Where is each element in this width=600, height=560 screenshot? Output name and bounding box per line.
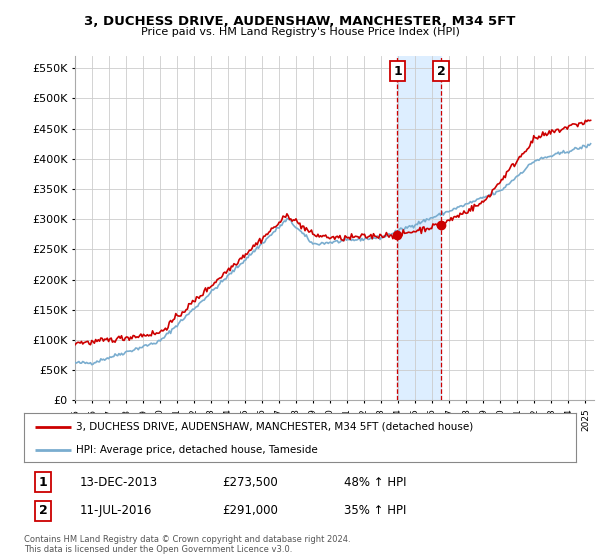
Text: 2: 2: [437, 65, 446, 78]
Text: £291,000: £291,000: [223, 504, 278, 517]
Text: 3, DUCHESS DRIVE, AUDENSHAW, MANCHESTER, M34 5FT (detached house): 3, DUCHESS DRIVE, AUDENSHAW, MANCHESTER,…: [76, 422, 473, 432]
Text: £273,500: £273,500: [223, 475, 278, 489]
Text: 48% ↑ HPI: 48% ↑ HPI: [344, 475, 407, 489]
Text: Contains HM Land Registry data © Crown copyright and database right 2024.: Contains HM Land Registry data © Crown c…: [24, 535, 350, 544]
Bar: [397, 56, 442, 400]
Text: This data is licensed under the Open Government Licence v3.0.: This data is licensed under the Open Gov…: [24, 545, 292, 554]
Text: 3, DUCHESS DRIVE, AUDENSHAW, MANCHESTER, M34 5FT: 3, DUCHESS DRIVE, AUDENSHAW, MANCHESTER,…: [85, 15, 515, 28]
Text: 35% ↑ HPI: 35% ↑ HPI: [344, 504, 407, 517]
Text: 1: 1: [39, 475, 47, 489]
Text: 13-DEC-2013: 13-DEC-2013: [79, 475, 157, 489]
Text: HPI: Average price, detached house, Tameside: HPI: Average price, detached house, Tame…: [76, 445, 318, 455]
Text: 2: 2: [39, 504, 47, 517]
Text: 1: 1: [393, 65, 402, 78]
Text: Price paid vs. HM Land Registry's House Price Index (HPI): Price paid vs. HM Land Registry's House …: [140, 27, 460, 37]
Text: 11-JUL-2016: 11-JUL-2016: [79, 504, 152, 517]
